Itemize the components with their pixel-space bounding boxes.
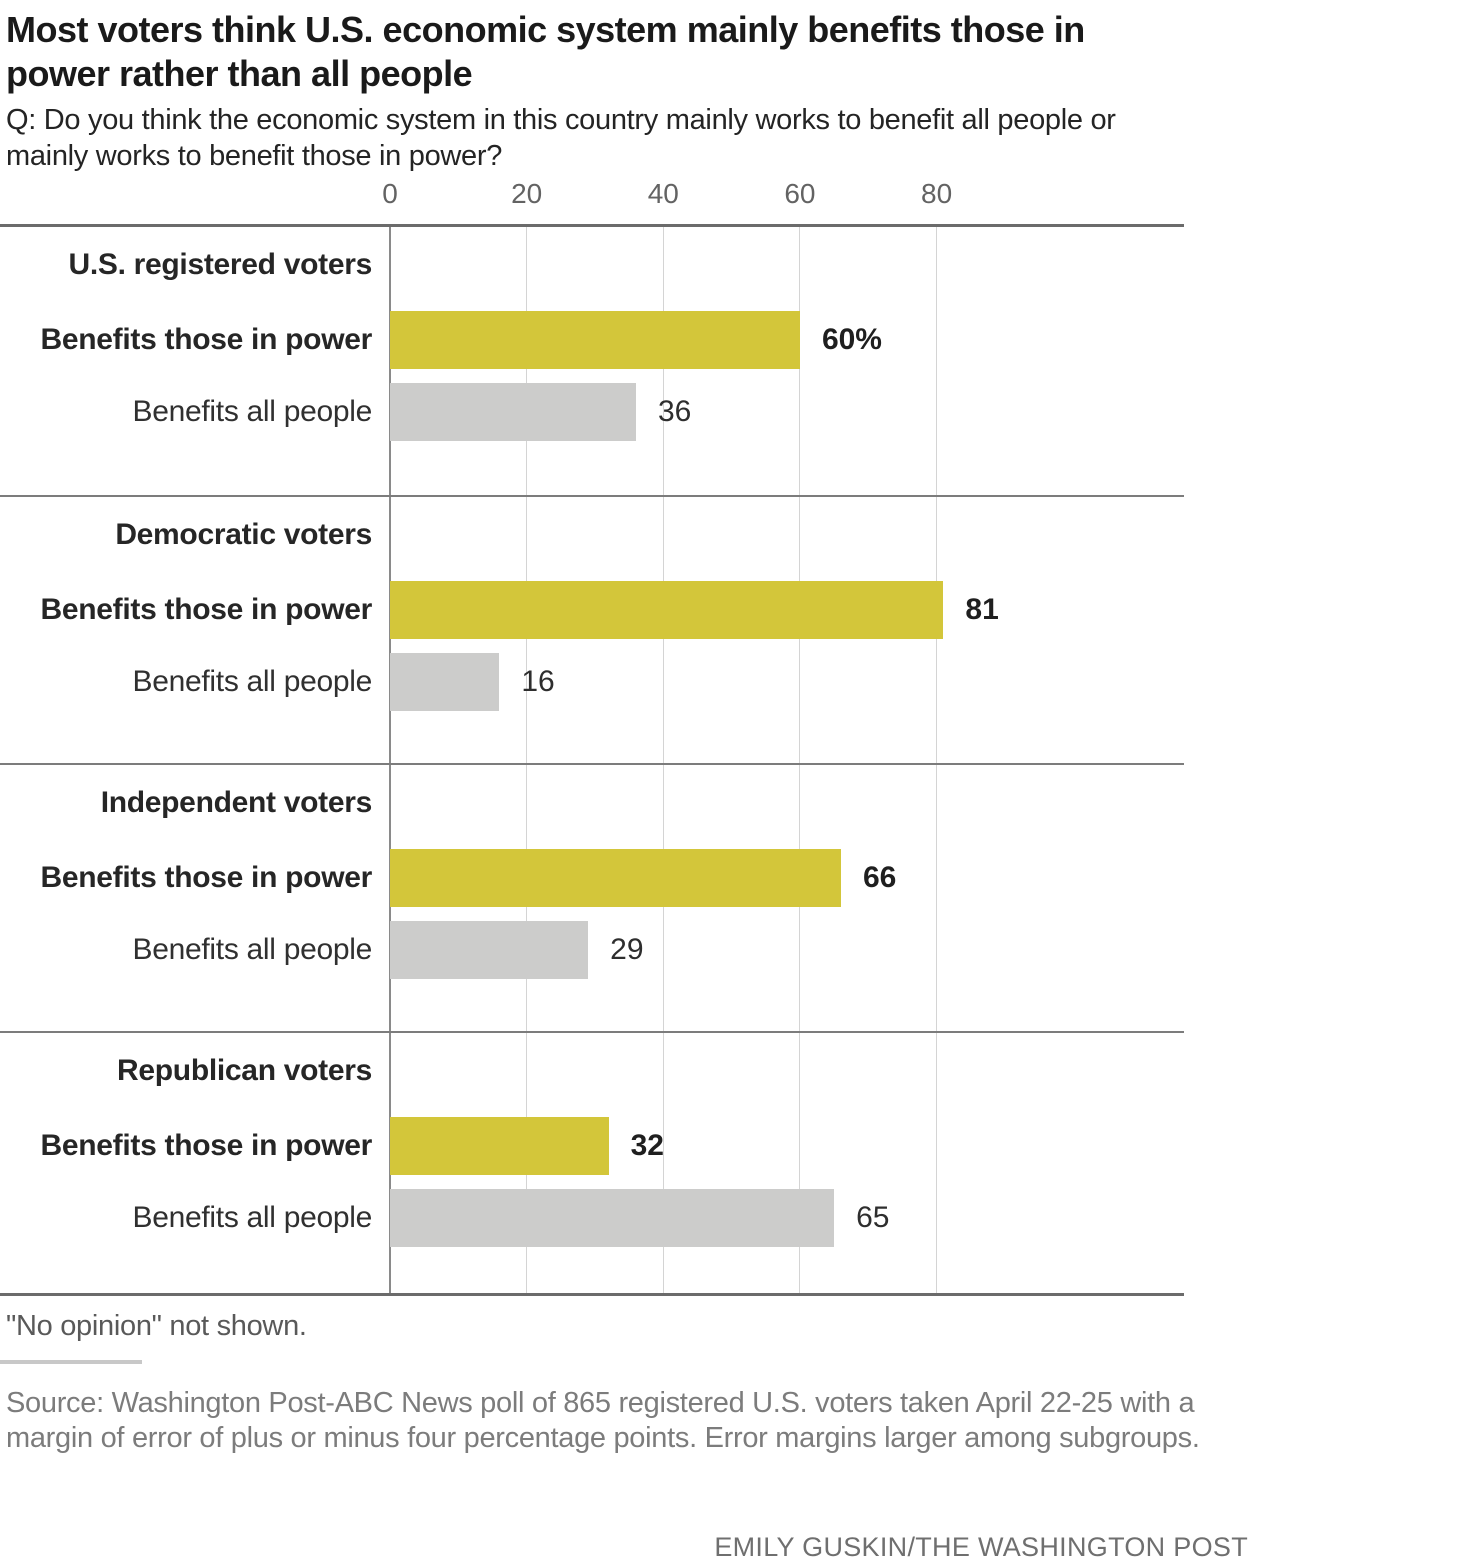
source-line-2: margin of error of plus or minus four pe… <box>6 1422 1200 1454</box>
bar-benefits-all-people <box>390 383 636 441</box>
axis-tick: 20 <box>511 178 543 209</box>
bar-benefits-all-people <box>390 921 589 979</box>
chart-section: Independent voters Benefits those in powe… <box>0 763 1184 1031</box>
value-label: 65 <box>856 1201 890 1234</box>
axis-tick: 0 <box>382 178 398 209</box>
bar-label: Benefits those in power <box>40 861 373 894</box>
footnote-divider <box>0 1360 142 1364</box>
bar-label: Benefits all people <box>132 665 373 698</box>
chart-question-line-2: mainly works to benefit those in power? <box>6 140 503 172</box>
page-title-line-1: Most voters think U.S. economic system m… <box>6 9 1085 50</box>
value-label: 29 <box>610 933 644 966</box>
page-title: Most voters think U.S. economic system m… <box>6 8 1085 96</box>
chart-section: U.S. registered voters Benefits those in … <box>0 227 1184 495</box>
source-text: Source: Washington Post-ABC News poll of… <box>6 1386 1200 1456</box>
bar-label: Benefits all people <box>132 1201 373 1234</box>
value-label: 36 <box>657 395 692 428</box>
plot-area: U.S. registered voters Benefits those in … <box>0 224 1184 1296</box>
footnote: "No opinion" not shown. <box>6 1310 307 1342</box>
group-label: Independent voters <box>100 786 373 819</box>
value-label: 16 <box>521 665 555 698</box>
gridline <box>526 227 528 1293</box>
zero-gridline <box>389 227 391 1293</box>
chart-section: Republican voters Benefits those in power… <box>0 1031 1184 1299</box>
bar-benefits-all-people <box>390 1189 835 1247</box>
chart-question: Q: Do you think the economic system in t… <box>6 102 1116 174</box>
bar-label: Benefits all people <box>132 933 373 966</box>
value-label: 60% <box>821 323 882 356</box>
bar-label: Benefits those in power <box>40 323 373 356</box>
chart-question-line-1: Q: Do you think the economic system in t… <box>6 104 1116 136</box>
page-title-line-2: power rather than all people <box>6 53 473 94</box>
group-label: Republican voters <box>117 1054 372 1087</box>
bar-benefits-those-in-power <box>390 1117 609 1175</box>
bar-benefits-all-people <box>390 653 500 711</box>
gridline <box>662 227 664 1293</box>
value-label: 32 <box>630 1129 664 1162</box>
gridline <box>936 227 938 1293</box>
bar-label: Benefits all people <box>132 395 373 428</box>
group-label: U.S. registered voters <box>68 248 372 281</box>
source-line-1: Source: Washington Post-ABC News poll of… <box>6 1387 1195 1419</box>
value-label: 81 <box>965 593 999 626</box>
bar-benefits-those-in-power <box>390 849 841 907</box>
axis-tick: 40 <box>647 178 679 209</box>
credit-byline: EMILY GUSKIN/THE WASHINGTON POST <box>714 1532 1248 1562</box>
chart-section: Democratic voters Benefits those in power… <box>0 495 1184 763</box>
axis-tick: 80 <box>921 178 953 209</box>
bar-label: Benefits those in power <box>40 1129 373 1162</box>
value-label: 66 <box>862 861 897 894</box>
bar-benefits-those-in-power <box>390 311 800 369</box>
bar-label: Benefits those in power <box>40 593 373 626</box>
group-label: Democratic voters <box>115 518 372 551</box>
axis-tick: 60 <box>784 178 816 209</box>
gridline <box>799 227 801 1293</box>
bar-benefits-those-in-power <box>390 581 944 639</box>
